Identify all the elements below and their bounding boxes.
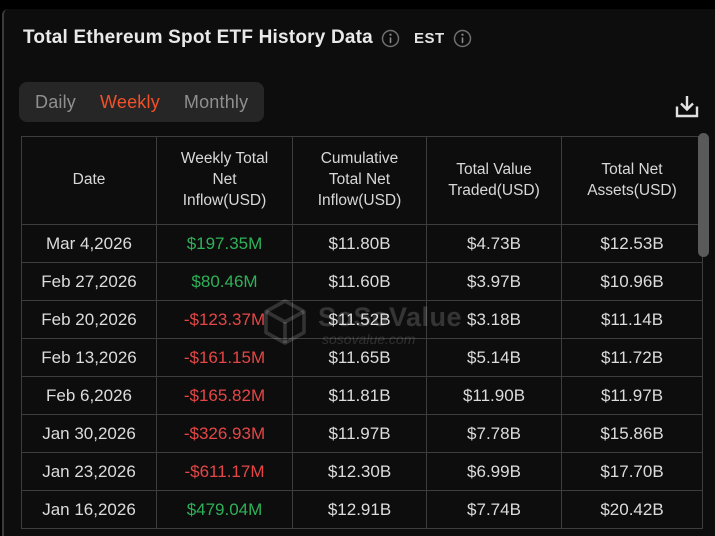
- table-row: Feb 27,2026 $80.46M $11.60B $3.97B $10.9…: [21, 262, 703, 301]
- col-header-value-traded: Total Value Traded(USD): [426, 136, 562, 225]
- weekly-inflow-cell: -$123.37M: [156, 300, 293, 339]
- cumulative-inflow-cell: $11.65B: [292, 338, 427, 377]
- tab-daily[interactable]: Daily: [35, 91, 77, 112]
- date-cell: Jan 30,2026: [21, 414, 157, 453]
- date-cell: Jan 16,2026: [21, 490, 157, 529]
- table-row: Feb 20,2026 -$123.37M $11.52B $3.18B $11…: [21, 300, 703, 339]
- weekly-inflow-cell: -$326.93M: [156, 414, 293, 453]
- cumulative-inflow-cell: $11.81B: [292, 376, 427, 415]
- table-row: Jan 23,2026 -$611.17M $12.30B $6.99B $17…: [21, 452, 703, 491]
- cumulative-inflow-cell: $11.60B: [292, 262, 427, 301]
- weekly-inflow-cell: $80.46M: [156, 262, 293, 301]
- net-assets-cell: $17.70B: [561, 452, 703, 491]
- weekly-inflow-cell: $479.04M: [156, 490, 293, 529]
- weekly-inflow-cell: -$611.17M: [156, 452, 293, 491]
- table-scrollbar-thumb[interactable]: [698, 133, 709, 257]
- period-tabs: Daily Weekly Monthly: [19, 82, 265, 122]
- net-assets-cell: $10.96B: [561, 262, 703, 301]
- page-title: Total Ethereum Spot ETF History Data: [23, 27, 373, 48]
- title-row: Total Ethereum Spot ETF History Data EST: [23, 27, 472, 49]
- value-traded-cell: $5.14B: [426, 338, 562, 377]
- tab-monthly[interactable]: Monthly: [183, 91, 249, 112]
- table-row: Jan 30,2026 -$326.93M $11.97B $7.78B $15…: [21, 414, 703, 453]
- cumulative-inflow-cell: $11.97B: [292, 414, 427, 453]
- cumulative-inflow-cell: $12.91B: [292, 490, 427, 529]
- col-header-date: Date: [21, 136, 157, 225]
- table-row: Jan 16,2026 $479.04M $12.91B $7.74B $20.…: [21, 490, 703, 529]
- download-icon: [671, 96, 703, 127]
- value-traded-cell: $7.74B: [426, 490, 562, 529]
- value-traded-cell: $6.99B: [426, 452, 562, 491]
- tab-weekly[interactable]: Weekly: [100, 91, 160, 112]
- net-assets-cell: $11.97B: [561, 376, 703, 415]
- timezone-info-icon[interactable]: [453, 29, 472, 48]
- cumulative-inflow-cell: $12.30B: [292, 452, 427, 491]
- date-cell: Jan 23,2026: [21, 452, 157, 491]
- value-traded-cell: $7.78B: [426, 414, 562, 453]
- net-assets-cell: $11.14B: [561, 300, 703, 339]
- col-header-weekly-inflow: Weekly Total Net Inflow(USD): [156, 136, 293, 225]
- date-cell: Feb 20,2026: [21, 300, 157, 339]
- date-cell: Feb 13,2026: [21, 338, 157, 377]
- cumulative-inflow-cell: $11.52B: [292, 300, 427, 339]
- etf-history-table: Date Weekly Total Net Inflow(USD) Cumula…: [21, 136, 703, 529]
- timezone-label: EST: [413, 29, 445, 47]
- date-cell: Mar 4,2026: [21, 224, 157, 263]
- title-info-icon[interactable]: [381, 29, 400, 48]
- table-header-row: Date Weekly Total Net Inflow(USD) Cumula…: [21, 136, 703, 225]
- col-header-cumulative-inflow: Cumulative Total Net Inflow(USD): [292, 136, 427, 225]
- weekly-inflow-cell: -$161.15M: [156, 338, 293, 377]
- col-header-net-assets: Total Net Assets(USD): [561, 136, 703, 225]
- net-assets-cell: $15.86B: [561, 414, 703, 453]
- value-traded-cell: $3.97B: [426, 262, 562, 301]
- value-traded-cell: $11.90B: [426, 376, 562, 415]
- net-assets-cell: $11.72B: [561, 338, 703, 377]
- table-row: Feb 13,2026 -$161.15M $11.65B $5.14B $11…: [21, 338, 703, 377]
- date-cell: Feb 27,2026: [21, 262, 157, 301]
- table-row: Mar 4,2026 $197.35M $11.80B $4.73B $12.5…: [21, 224, 703, 263]
- weekly-inflow-cell: -$165.82M: [156, 376, 293, 415]
- download-button[interactable]: [669, 90, 705, 129]
- table-row: Feb 6,2026 -$165.82M $11.81B $11.90B $11…: [21, 376, 703, 415]
- weekly-inflow-cell: $197.35M: [156, 224, 293, 263]
- etf-history-card: Total Ethereum Spot ETF History Data EST…: [2, 9, 715, 536]
- date-cell: Feb 6,2026: [21, 376, 157, 415]
- net-assets-cell: $20.42B: [561, 490, 703, 529]
- value-traded-cell: $4.73B: [426, 224, 562, 263]
- cumulative-inflow-cell: $11.80B: [292, 224, 427, 263]
- net-assets-cell: $12.53B: [561, 224, 703, 263]
- value-traded-cell: $3.18B: [426, 300, 562, 339]
